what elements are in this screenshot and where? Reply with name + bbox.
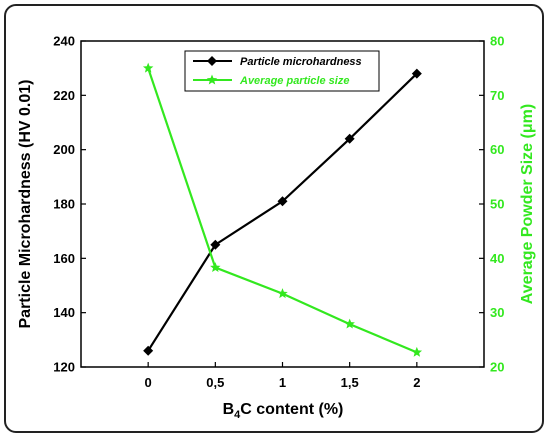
x-axis-label-pre: B: [223, 401, 235, 418]
x-tick-label: 1: [279, 375, 286, 390]
point-size: [210, 262, 221, 273]
right-tick-label: 40: [490, 251, 504, 266]
legend-marker-hardness: [207, 56, 217, 66]
legend-label-size: Average particle size: [239, 75, 349, 87]
right-tick-label: 50: [490, 197, 504, 212]
series-line-size: [147, 67, 418, 354]
point-hardness: [143, 345, 154, 356]
x-tick-label: 2: [413, 375, 420, 390]
right-tick-label: 30: [490, 305, 504, 320]
point-size: [411, 346, 423, 357]
right-tick-labels: 20 30 40 50 60 70 80: [490, 34, 504, 375]
left-tick-label: 200: [53, 142, 75, 157]
right-tick-label: 70: [490, 88, 504, 103]
right-tick-label: 20: [490, 360, 504, 375]
series-lines: [147, 67, 418, 354]
point-size: [344, 318, 355, 329]
point-size: [277, 288, 288, 299]
left-tick-label: 140: [53, 305, 75, 320]
x-tick-label: 0: [145, 375, 152, 390]
right-tick-label: 60: [490, 142, 504, 157]
legend-marker-size: [206, 74, 218, 85]
left-tick-label: 120: [53, 360, 75, 375]
axis-ticks: [81, 40, 484, 368]
x-tick-labels: 0 0,5 1 1,5 2: [145, 375, 421, 390]
y-axis-right-label: Average Powder Size (μm): [519, 104, 536, 304]
point-hardness: [344, 133, 355, 144]
x-axis-label: B4C content (%): [223, 401, 344, 421]
left-tick-label: 220: [53, 88, 75, 103]
y-axis-left-label: Particle Microhardness (HV 0.01): [17, 80, 34, 329]
legend-star-icon: [206, 74, 218, 85]
left-tick-labels: 120 140 160 180 200 220 240: [53, 34, 75, 375]
legend: Particle microhardness Average particle …: [184, 50, 380, 92]
series-line-hardness: [147, 72, 418, 352]
x-tick-label: 0,5: [206, 375, 224, 390]
left-tick-label: 240: [53, 34, 75, 49]
point-hardness: [277, 196, 288, 207]
point-size: [142, 62, 154, 73]
left-tick-label: 180: [53, 197, 75, 212]
x-axis-label-post: C content (%): [240, 401, 343, 418]
legend-box: [184, 50, 380, 92]
legend-label-hardness: Particle microhardness: [240, 56, 362, 68]
left-tick-label: 160: [53, 251, 75, 266]
right-tick-label: 80: [490, 34, 504, 49]
series-markers: [142, 62, 423, 357]
x-tick-label: 1,5: [341, 375, 359, 390]
legend-diamond-icon: [207, 56, 217, 66]
x-axis-label-sub: 4: [234, 409, 241, 421]
y-axis-right-label-text: Average Powder Size (μm): [519, 104, 536, 304]
point-hardness: [210, 239, 221, 250]
point-hardness: [411, 68, 422, 79]
